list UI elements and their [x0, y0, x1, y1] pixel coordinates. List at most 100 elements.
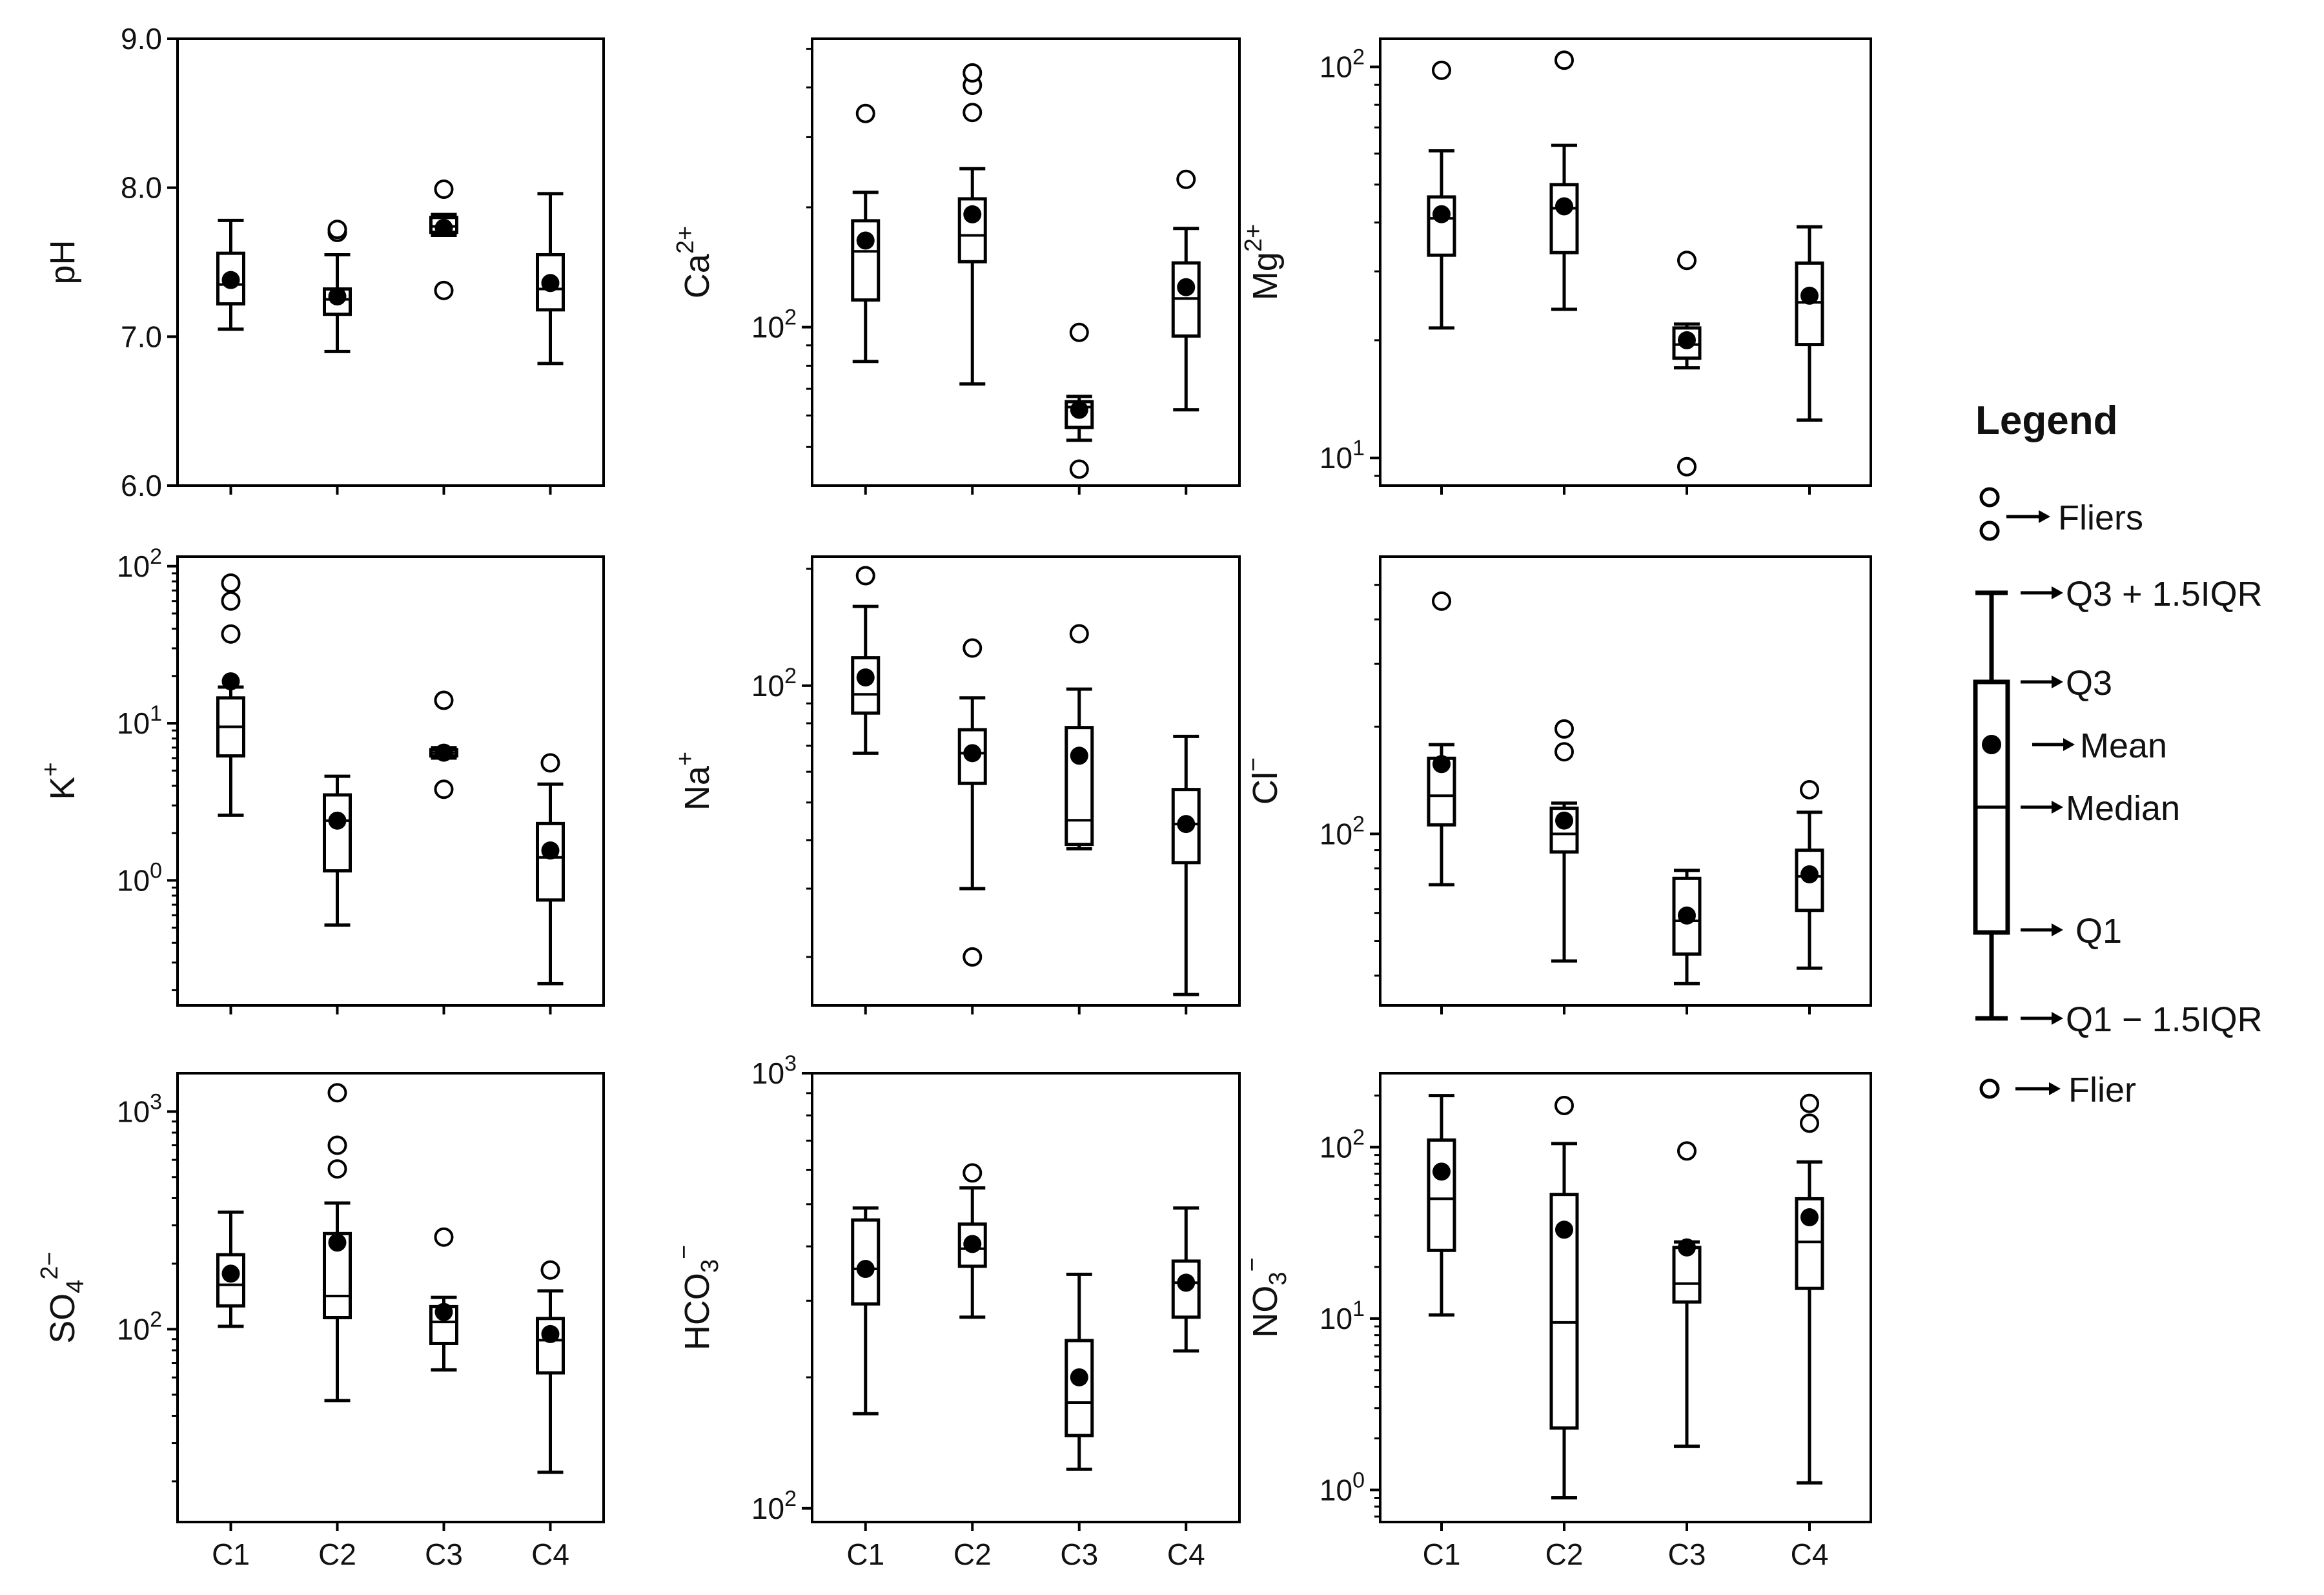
mean-marker [1432, 755, 1451, 774]
flier-marker [1677, 457, 1697, 477]
plot-frame [1379, 1072, 1872, 1523]
mean-marker [541, 274, 560, 293]
x-tick-label-c1: C1 [1423, 1538, 1461, 1571]
panel-4: 100 101 102 K+ [37, 544, 605, 1014]
mean-marker [1070, 1368, 1088, 1386]
flier-marker [1069, 459, 1089, 479]
y-tick-label: 9.0 [121, 22, 162, 56]
box-c4 [1171, 1206, 1201, 1353]
box-c4 [1795, 225, 1824, 422]
mean-marker [221, 271, 240, 289]
flier-marker [1069, 322, 1089, 342]
y-tick-label: 103 [751, 1051, 797, 1090]
legend-arrow-q3 [2021, 675, 2063, 688]
mean-marker [963, 205, 982, 223]
x-tick-label-c1: C1 [846, 1538, 884, 1571]
box-c4 [1795, 1093, 1824, 1485]
mean-marker [1177, 278, 1196, 296]
legend-single-flier-marker [1979, 1078, 2000, 1099]
legend-flier-marker-top [1979, 487, 2000, 508]
x-tick-label-c2: C2 [953, 1538, 992, 1571]
mean-marker [328, 811, 347, 830]
box-iqr [851, 1218, 881, 1306]
x-tick-label-c2: C2 [1545, 1538, 1584, 1571]
panel-9: 100 101 102 NO3− C1 C2 C3 C4 [1239, 1072, 1872, 1571]
plot-frame [811, 1072, 1241, 1523]
box-c1 [216, 573, 245, 817]
box-c2 [1549, 1095, 1579, 1499]
flier-marker [434, 280, 454, 300]
box-c1 [1427, 60, 1456, 330]
box-c4 [1171, 169, 1201, 412]
box-c1 [851, 1206, 881, 1415]
mean-marker [434, 218, 453, 237]
box-c3 [1672, 869, 1702, 985]
y-tick-label: 101 [1320, 1297, 1365, 1335]
box-iqr [536, 821, 565, 902]
mean-marker [328, 1233, 347, 1252]
x-tick-label-c2: C2 [318, 1538, 356, 1571]
panel-6: 102 Cl− [1240, 555, 1872, 1014]
panel-2: 102 Ca2+ [672, 37, 1241, 495]
mean-marker [1800, 865, 1819, 883]
mean-marker [221, 1264, 240, 1283]
plot-frame [176, 1072, 605, 1523]
mean-marker [856, 668, 875, 687]
plot-frame [176, 555, 605, 1007]
mean-marker [1432, 1162, 1451, 1181]
flier-marker [1677, 1141, 1697, 1161]
box-c2 [957, 1163, 987, 1319]
mean-marker [434, 1302, 453, 1321]
flier-marker [434, 779, 454, 799]
legend-label-flier: Flier [2068, 1071, 2136, 1109]
y-axis-label: HCO3− [671, 1245, 724, 1350]
y-axis-label: K+ [37, 762, 82, 799]
legend-label-mean: Mean [2080, 726, 2167, 765]
y-tick-label: 102 [751, 1487, 797, 1525]
box-c3 [1672, 1141, 1702, 1448]
mean-marker [1432, 205, 1451, 223]
y-tick-label: 100 [1320, 1468, 1365, 1507]
mean-marker [1555, 197, 1573, 216]
y-tick-label: 102 [1320, 1125, 1365, 1164]
box-iqr [1065, 1339, 1094, 1437]
legend-arrow-q1 [2021, 923, 2063, 936]
legend-arrow-lower-whisker [2021, 1012, 2063, 1025]
panel-8: 102 103 HCO3− C1 C2 C3 C4 [671, 1051, 1241, 1571]
legend-mean-marker [1982, 735, 2001, 754]
legend-label-fliers: Fliers [2058, 499, 2143, 537]
y-tick-label: 102 [117, 544, 162, 583]
mean-marker [328, 287, 347, 306]
y-tick-label: 8.0 [121, 171, 162, 205]
flier-marker [1432, 591, 1451, 611]
flier-marker [1800, 1093, 1819, 1113]
y-axis-label: Cl− [1240, 757, 1285, 805]
box-c4 [1171, 734, 1201, 996]
legend-arrow-fliers [2006, 510, 2050, 523]
flier-marker [1069, 624, 1089, 644]
box-c2 [323, 774, 352, 927]
y-tick-label: 102 [751, 664, 797, 703]
box-iqr [1795, 1197, 1824, 1290]
flier-marker [221, 573, 241, 593]
legend: Legend Fliers Q3 + 1.5IQR Q3 [1973, 398, 2263, 1109]
y-tick-label: 101 [1320, 436, 1365, 475]
mean-marker [1800, 1208, 1819, 1227]
box-c3 [1065, 624, 1094, 850]
box-c3 [429, 690, 458, 799]
y-axis-label: Ca2+ [672, 226, 717, 298]
box-c4 [536, 192, 565, 365]
box-c1 [851, 103, 881, 364]
legend-label-lower-whisker: Q1 − 1.5IQR [2066, 1000, 2263, 1039]
box-c2 [1549, 719, 1579, 963]
mean-marker [1555, 811, 1573, 830]
mean-marker [1070, 400, 1088, 419]
flier-marker [434, 179, 454, 199]
x-tick-label-c4: C4 [1791, 1538, 1829, 1571]
flier-marker [963, 63, 983, 83]
y-tick-label: 102 [117, 1307, 162, 1346]
y-tick-label: 101 [117, 701, 162, 740]
box-c1 [851, 566, 881, 755]
mean-marker [434, 743, 453, 762]
